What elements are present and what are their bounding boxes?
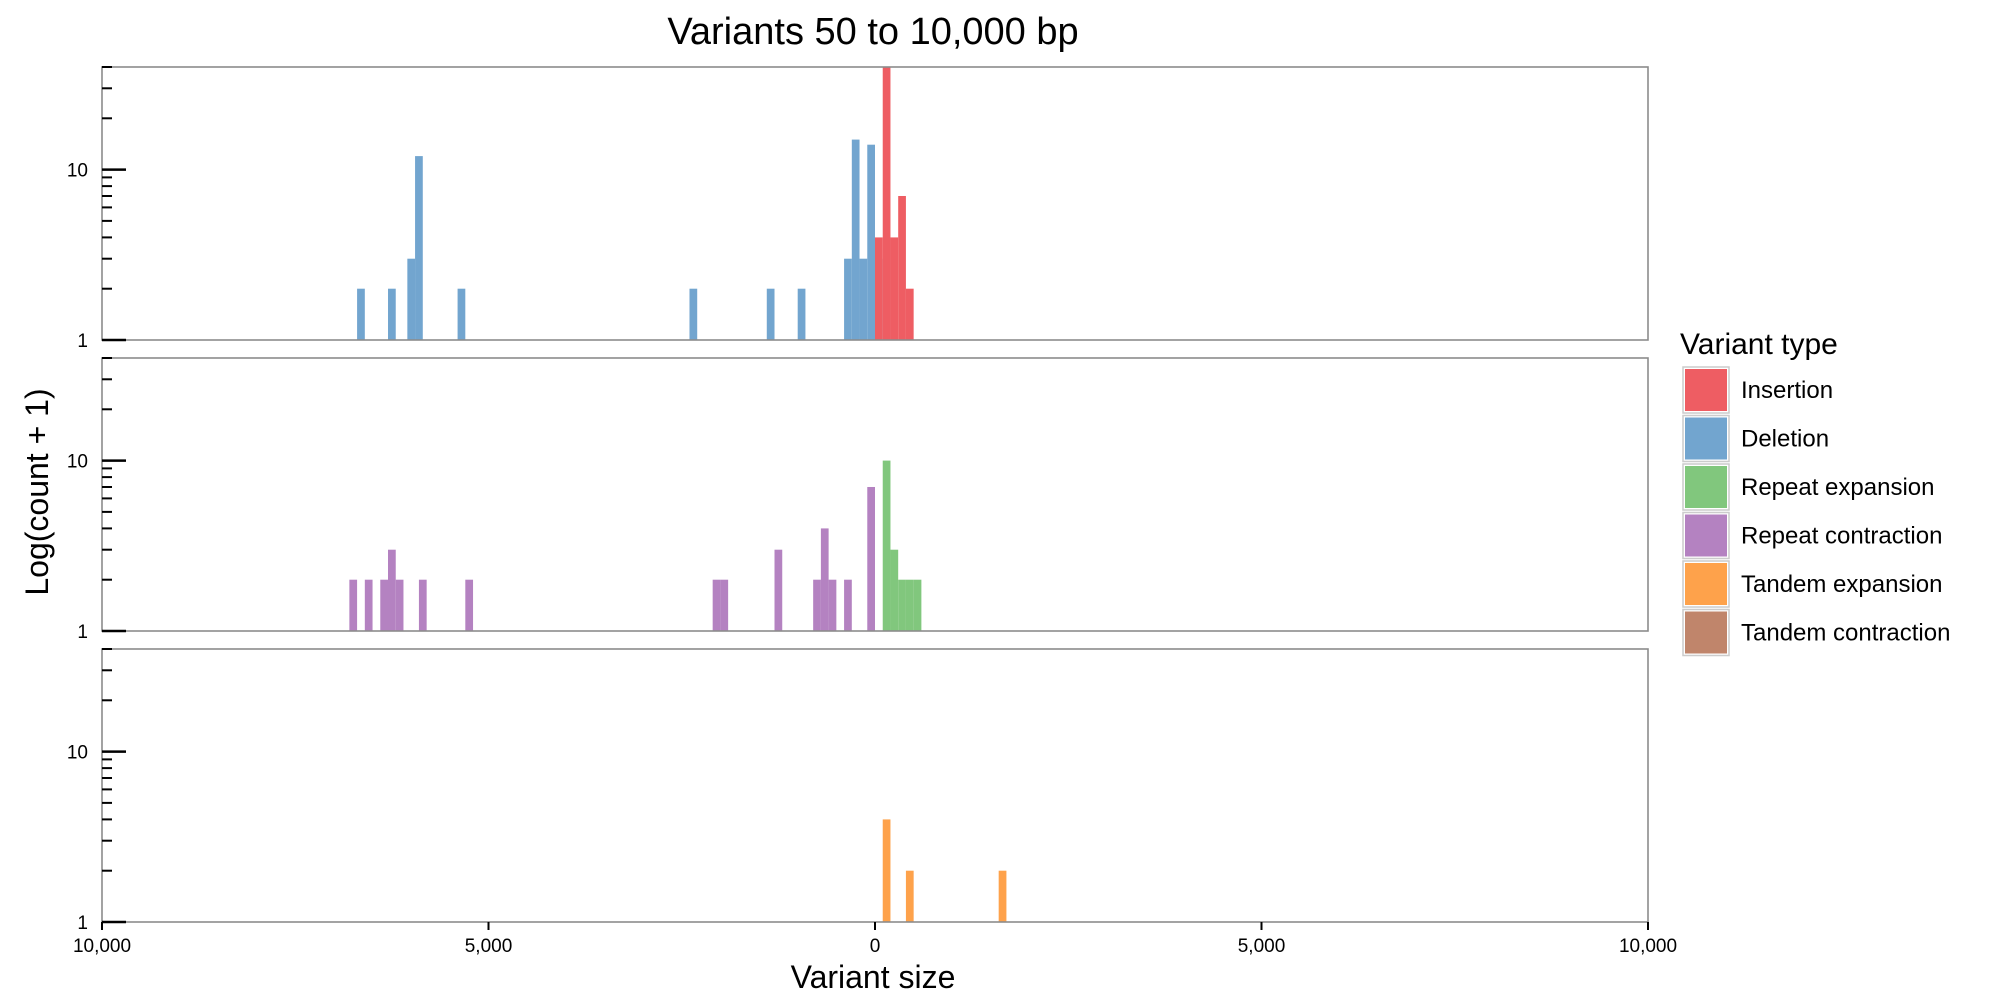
y-axis-label: Log(count + 1) — [19, 388, 55, 595]
legend-swatch — [1685, 369, 1727, 411]
y-tick-label: 10 — [67, 161, 88, 182]
legend-item-tandem-contraction: Tandem contraction — [1682, 608, 1950, 657]
histogram-bar — [851, 139, 860, 340]
histogram-bar — [720, 579, 729, 631]
legend-item-repeat-contraction: Repeat contraction — [1682, 511, 1942, 560]
histogram-bar — [418, 579, 427, 631]
x-tick-label: 10,000 — [1619, 936, 1677, 957]
x-tick-label: 10,000 — [73, 936, 131, 957]
histogram-bar — [913, 579, 922, 631]
legend-label: Tandem contraction — [1741, 620, 1950, 647]
histogram-bar — [844, 258, 852, 340]
histogram-bar — [905, 870, 914, 922]
y-tick-label: 1 — [77, 913, 88, 934]
panels-layer: 1 10 1 10 1 10 — [67, 66, 1649, 934]
histogram-bar — [407, 258, 416, 340]
legend-items: Insertion Deletion Repeat expansion Repeat … — [1682, 366, 1950, 657]
histogram-bar — [774, 549, 783, 631]
histogram-bar — [828, 579, 837, 631]
y-tick-label: 10 — [67, 743, 88, 764]
panel-frame — [101, 648, 1649, 923]
histogram-bar — [712, 579, 721, 631]
histogram-bar — [689, 288, 698, 340]
series-repeat-contraction — [349, 486, 875, 631]
panel-3: 1 10 — [67, 648, 1649, 934]
histogram-bar — [867, 144, 875, 340]
histogram-bar — [905, 579, 914, 631]
histogram-bar — [415, 156, 423, 340]
histogram-bar — [364, 579, 373, 631]
histogram-bar — [859, 258, 868, 340]
legend-label: Insertion — [1741, 377, 1833, 404]
histogram-bar — [465, 579, 474, 631]
legend-label: Deletion — [1741, 426, 1829, 453]
histogram-bar — [457, 288, 466, 340]
x-tick-label: 5,000 — [1238, 936, 1286, 957]
panel-1: 1 10 — [67, 66, 1649, 352]
legend-title: Variant type — [1680, 328, 1838, 361]
y-tick-label: 1 — [77, 622, 88, 643]
histogram-bar — [882, 819, 891, 922]
histogram-bar — [388, 288, 396, 340]
panel-2: 1 10 — [67, 357, 1649, 643]
panel-frame — [101, 66, 1649, 341]
legend-item-tandem-expansion: Tandem expansion — [1682, 560, 1942, 608]
y-tick-label: 1 — [77, 331, 88, 352]
chart-title: Variants 50 to 10,000 bp — [667, 11, 1078, 53]
histogram-bar — [898, 195, 906, 340]
panel-frame — [101, 357, 1649, 632]
legend-item-deletion: Deletion — [1682, 414, 1829, 463]
legend-label: Repeat expansion — [1741, 474, 1934, 501]
y-tick-label: 10 — [67, 452, 88, 473]
histogram-bar — [905, 288, 914, 340]
histogram-bar — [875, 237, 883, 340]
histogram-bar — [882, 67, 891, 340]
legend-swatch — [1685, 466, 1727, 508]
histogram-bar — [890, 237, 899, 340]
histogram-bar — [388, 549, 396, 631]
histogram-bar — [820, 528, 829, 631]
legend-label: Repeat contraction — [1741, 523, 1942, 550]
histogram-bar — [813, 579, 821, 631]
histogram-bar — [797, 288, 806, 340]
series-deletion — [357, 139, 883, 340]
x-axis: 10,000 5,000 0 5,000 10,000 — [73, 922, 1677, 957]
series-tandem-expansion — [882, 819, 1007, 922]
legend-label: Tandem expansion — [1741, 571, 1942, 598]
histogram-bar — [395, 579, 404, 631]
legend-swatch — [1685, 563, 1727, 605]
histogram-bar — [349, 579, 358, 631]
histogram-bar — [380, 579, 389, 631]
legend-swatch — [1685, 417, 1727, 460]
histogram-bar — [844, 579, 852, 631]
legend-swatch — [1685, 514, 1727, 557]
histogram-bar — [882, 460, 891, 631]
series-insertion — [875, 67, 914, 340]
x-axis-label: Variant size — [791, 959, 956, 995]
legend: Variant type Insertion Deletion Repeat exp… — [1680, 328, 1950, 657]
legend-item-repeat-expansion: Repeat expansion — [1682, 463, 1934, 511]
legend-item-insertion: Insertion — [1682, 366, 1833, 414]
legend-swatch — [1685, 611, 1727, 654]
histogram-bar — [766, 288, 775, 340]
x-tick-label: 0 — [870, 936, 881, 957]
histogram-bar — [998, 870, 1007, 922]
series-repeat-expansion — [882, 460, 922, 631]
histogram-bar — [890, 549, 899, 631]
histogram-bar — [867, 486, 875, 631]
histogram-bar — [357, 288, 365, 340]
histogram-bar — [898, 579, 906, 631]
x-tick-label: 5,000 — [465, 936, 513, 957]
